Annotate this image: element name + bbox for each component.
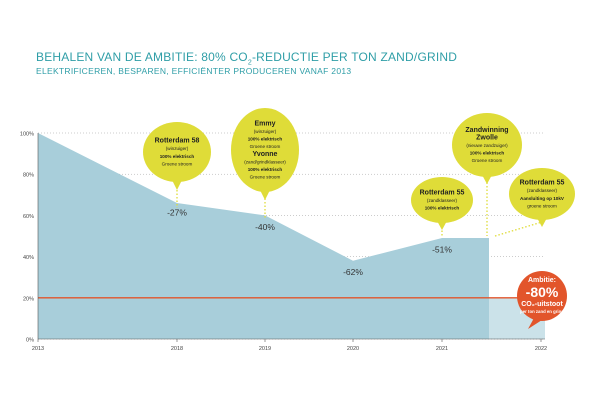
annotation-text: Rotterdam 55	[520, 180, 565, 187]
annotation-text: 100% elektrisch	[248, 137, 283, 142]
ambition-text: Ambitie:	[528, 277, 556, 284]
chart-subtitle: ELEKTRIFICEREN, BESPAREN, EFFICIËNTER PR…	[36, 66, 352, 76]
ambition-text: CO₂-uitstoot	[521, 301, 563, 308]
annotation-text: Rotterdam 55	[420, 189, 465, 196]
annotation-text: Groene stroom	[250, 144, 281, 149]
annotation-text: (zandklasseer)	[427, 198, 458, 203]
annotation-text: (winzuiger)	[254, 129, 277, 134]
x-tick-label: 2022	[535, 346, 547, 352]
x-tick-label: 2018	[171, 346, 183, 352]
x-tick-label: 2013	[32, 346, 44, 352]
annotation-text: (winzuiger)	[166, 146, 189, 151]
x-tick-label: 2019	[259, 346, 271, 352]
annotation-bubble	[411, 177, 473, 223]
y-tick-label: 20%	[23, 296, 34, 302]
annotation-text: (nieuwe zandzuiger)	[466, 143, 508, 148]
annotation-bubble	[509, 168, 575, 220]
annotation-text: Zwolle	[476, 134, 498, 141]
ambition-text: per ton zand en grind	[520, 309, 564, 314]
annotation-connector	[494, 221, 543, 237]
annotation-bubble	[143, 122, 211, 182]
annotation-bubble	[452, 113, 522, 177]
annotation-text: Emmy	[254, 120, 275, 127]
x-tick-label: 2021	[436, 346, 448, 352]
chart-title: BEHALEN VAN DE AMBITIE: 80% CO2-REDUCTIE…	[36, 50, 458, 67]
annotation-text: 100% elektrisch	[425, 206, 460, 211]
annotation-text: (zand/grindklasseer)	[244, 159, 286, 164]
annotation-text: Aansluiting op 10kV	[520, 196, 565, 201]
reduction-label: -62%	[343, 267, 363, 277]
x-tick-label: 2020	[347, 346, 359, 352]
ambition-text: -80%	[526, 284, 559, 300]
annotation-text: Zandwinning	[465, 127, 508, 134]
annotation-text: 100% elektrisch	[470, 151, 505, 156]
annotation-text: Groene stroom	[250, 175, 281, 180]
reduction-label: -27%	[167, 207, 187, 217]
reduction-label: -40%	[255, 222, 275, 232]
y-tick-label: 0%	[26, 338, 34, 344]
annotation-text: Rotterdam 58	[155, 138, 200, 145]
y-tick-label: 80%	[23, 173, 34, 179]
annotation-text: Yvonne	[253, 151, 278, 158]
annotation-text: Groene stroom	[472, 158, 503, 163]
reduction-label: -51%	[432, 244, 452, 254]
y-tick-label: 100%	[20, 132, 34, 138]
annotation-text: 100% elektrisch	[248, 167, 283, 172]
y-tick-label: 40%	[23, 255, 34, 261]
annotation-text: (zandklasseer)	[527, 188, 558, 193]
annotation-text: groene stroom	[527, 203, 557, 208]
annotation-text: Groene stroom	[162, 161, 193, 166]
y-tick-label: 60%	[23, 214, 34, 220]
area-series	[38, 133, 489, 339]
annotation-bubble	[231, 108, 299, 192]
annotation-text: 100% elektrisch	[160, 154, 195, 159]
ambition-bubble	[517, 271, 567, 321]
